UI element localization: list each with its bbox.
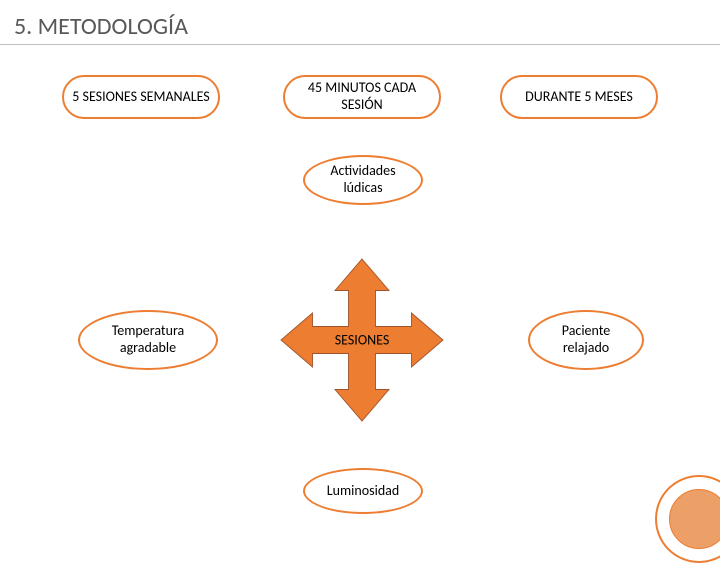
pill-label: 5 SESIONES SEMANALES [72, 89, 209, 106]
pill-label: DURANTE 5 MESES [525, 89, 633, 106]
ellipse-luminosidad: Luminosidad [303, 468, 423, 514]
ellipse-label: Paciente relajado [538, 323, 634, 357]
pill-sesiones-semanales: 5 SESIONES SEMANALES [62, 75, 220, 119]
ellipse-temperatura: Temperatura agradable [78, 310, 218, 370]
pill-label: 45 MINUTOS CADA SESIÓN [293, 80, 431, 114]
page-title: 5. METODOLOGÍA [14, 12, 188, 41]
ellipse-label: Actividades lúdicas [313, 163, 413, 197]
ellipse-actividades-ludicas: Actividades lúdicas [303, 155, 423, 205]
corner-circle-inner [669, 489, 720, 549]
pill-durante-meses: DURANTE 5 MESES [500, 75, 658, 119]
pill-minutos-sesion: 45 MINUTOS CADA SESIÓN [283, 75, 441, 119]
cross-center-label: SESIONES [335, 332, 390, 349]
title-underline [0, 44, 720, 45]
ellipse-paciente-relajado: Paciente relajado [528, 310, 644, 370]
ellipse-label: Luminosidad [327, 483, 399, 500]
ellipse-label: Temperatura agradable [88, 323, 208, 357]
